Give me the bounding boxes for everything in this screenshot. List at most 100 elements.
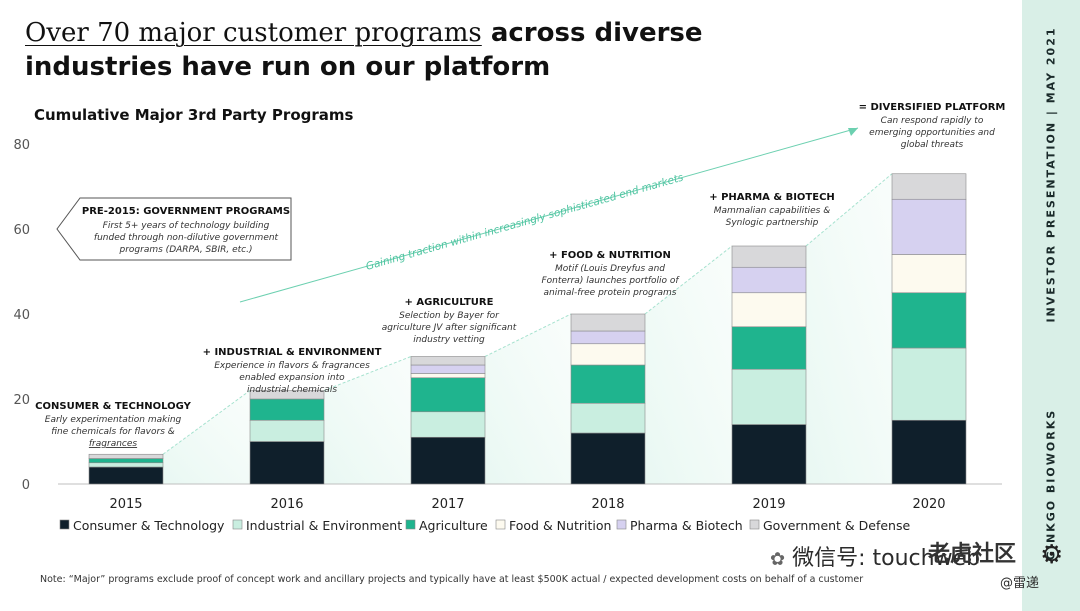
gear-icon: ⚙: [1040, 540, 1064, 570]
legend-swatch: [405, 519, 416, 530]
x-tick-label: 2017: [431, 497, 464, 512]
bar-2015-government-defense: [88, 453, 164, 459]
legend-label: Industrial & Environment: [246, 518, 402, 533]
watermark-right: 老虎社区: [928, 542, 1017, 567]
legend-label: Pharma & Biotech: [630, 518, 743, 533]
title-underlined: Over 70 major customer programs: [25, 18, 482, 48]
x-tick-label: 2016: [270, 497, 303, 512]
food-title: + FOOD & NUTRITION: [549, 250, 671, 261]
bar-2015-industrial-environment: [88, 462, 164, 468]
title-bold: across diverse: [481, 18, 703, 48]
bar-2017-industrial-environment: [410, 411, 486, 438]
growth-fan: [162, 173, 893, 484]
bar-2016-agriculture: [249, 398, 325, 421]
x-tick-label: 2019: [752, 497, 785, 512]
pharma-title: + PHARMA & BIOTECH: [709, 192, 835, 203]
bar-2018-government-defense: [570, 313, 646, 332]
legend-swatch: [616, 519, 627, 530]
footnote: Note: “Major” programs exclude proof of …: [40, 574, 864, 585]
diversified-line: global threats: [901, 140, 964, 150]
diversified-line: Can respond rapidly to: [881, 116, 984, 126]
bar-2016-industrial-environment: [249, 419, 325, 442]
bar-2018-consumer-technology: [570, 432, 646, 485]
growth-fan-segment: [324, 356, 411, 484]
y-tick-label: 80: [13, 138, 30, 153]
bar-2020-consumer-technology: [891, 419, 967, 485]
bar-2017-agriculture: [410, 377, 486, 413]
consumer-line: fragrances: [89, 439, 138, 449]
growth-fan-segment: [806, 173, 892, 484]
bar-2018-industrial-environment: [570, 402, 646, 434]
bar-2020-industrial-environment: [891, 347, 967, 421]
legend-label: Food & Nutrition: [509, 518, 611, 533]
food-line: Motif (Louis Dreyfus and: [555, 264, 665, 274]
bar-2019-consumer-technology: [731, 424, 807, 485]
growth-fan-segment: [485, 314, 571, 484]
traction-arrow-head: [848, 128, 858, 136]
bar-2016-government-defense: [249, 390, 325, 400]
growth-fan-edge: [162, 390, 251, 455]
bar-2020-agriculture: [891, 292, 967, 349]
x-tick-label: 2015: [109, 497, 142, 512]
bar-2019-agriculture: [731, 326, 807, 370]
growth-fan-edge: [805, 173, 893, 247]
bar-2018-food-nutrition: [570, 343, 646, 366]
growth-fan-edge: [644, 245, 733, 315]
industrial-title: + INDUSTRIAL & ENVIRONMENT: [203, 347, 382, 358]
y-tick-label: 40: [13, 308, 30, 323]
wechat-icon: ✿: [770, 549, 786, 570]
legend-swatch: [232, 519, 243, 530]
growth-fan-edge: [323, 356, 412, 391]
consumer-line: fine chemicals for flavors &: [51, 427, 175, 437]
pre2015-title: PRE-2015: GOVERNMENT PROGRAMS: [82, 206, 290, 217]
x-axis: 2015 2016 2017 2018 2019 2020: [109, 497, 945, 512]
bar-2019-industrial-environment: [731, 368, 807, 425]
pharma-line: Synlogic partnership: [726, 218, 819, 228]
agriculture-line: industry vetting: [413, 335, 485, 345]
bar-2015-agriculture: [88, 458, 164, 464]
agriculture-title: + AGRICULTURE: [405, 297, 494, 308]
bar-2017-food-nutrition: [410, 373, 486, 379]
industrial-line: enabled expansion into: [239, 373, 345, 383]
diversified-title: = DIVERSIFIED PLATFORM: [859, 102, 1006, 113]
bar-2018-agriculture: [570, 364, 646, 404]
bar-2017-government-defense: [410, 356, 486, 366]
x-tick-label: 2018: [591, 497, 624, 512]
bars: [88, 173, 967, 485]
growth-fan-segment: [645, 246, 732, 484]
legend-label: Consumer & Technology: [73, 518, 225, 533]
bar-2020-food-nutrition: [891, 254, 967, 294]
y-axis: 0 20 40 60 80: [13, 138, 30, 493]
legend-swatch: [59, 519, 70, 530]
bar-2018-pharma-biotech: [570, 330, 646, 345]
industrial-line: Experience in flavors & fragrances: [214, 361, 370, 371]
pre2015-line: First 5+ years of technology building: [103, 221, 270, 231]
watermark-left: ✿ 微信号: touchweb: [770, 540, 980, 572]
bar-2017-pharma-biotech: [410, 364, 486, 374]
legend-swatch: [749, 519, 760, 530]
legend: Consumer & Technology Industrial & Enviro…: [59, 518, 910, 533]
bar-2019-pharma-biotech: [731, 266, 807, 294]
sidebar: INVESTOR PRESENTATION | MAY 2021 GINKGO …: [1022, 0, 1080, 611]
diversified-line: emerging opportunities and: [869, 128, 995, 138]
pre2015-line: funded through non-dilutive government: [94, 233, 279, 243]
watermark-left-text: 微信号: touchweb: [792, 546, 981, 571]
bar-2016-consumer-technology: [249, 441, 325, 485]
pre2015-callout-shape: [56, 197, 292, 261]
legend-label: Government & Defense: [763, 518, 910, 533]
pharma-line: Mammalian capabilities &: [714, 206, 830, 216]
legend-swatch: [495, 519, 506, 530]
y-tick-label: 60: [13, 223, 30, 238]
agriculture-line: agriculture JV after significant: [382, 323, 517, 333]
agriculture-line: Selection by Bayer for: [399, 311, 500, 321]
food-line: Fonterra) launches portfolio of: [541, 276, 680, 286]
consumer-line: Early experimentation making: [45, 415, 182, 425]
consumer-title: CONSUMER & TECHNOLOGY: [35, 401, 191, 412]
sidebar-brand-label: GINKGO BIOWORKS: [1044, 408, 1058, 561]
bar-2020-pharma-biotech: [891, 198, 967, 255]
bar-2020-government-defense: [891, 173, 967, 200]
chart-subtitle: Cumulative Major 3rd Party Programs: [34, 106, 354, 124]
title-line2: industries have run on our platform: [25, 52, 551, 82]
bar-2017-consumer-technology: [410, 436, 486, 485]
x-tick-label: 2020: [912, 497, 945, 512]
